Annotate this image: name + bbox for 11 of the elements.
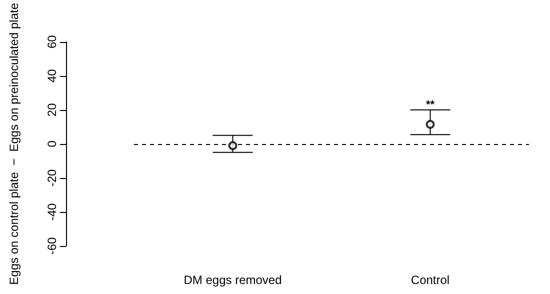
y-tick-label: -20 — [45, 168, 59, 187]
y-tick-label: 60 — [45, 34, 59, 49]
annotation: ** — [426, 98, 436, 111]
x-tick-label: Control — [410, 273, 450, 287]
x-tick-label: DM eggs removed — [184, 273, 282, 287]
y-tick-label: 20 — [45, 102, 59, 117]
y-tick-label: 0 — [45, 140, 59, 148]
y-tick-label: 40 — [45, 68, 59, 83]
y-tick-label: -60 — [45, 237, 59, 255]
y-tick-label: -40 — [45, 202, 59, 221]
y-axis-title: Eggs on control plate − Eggs on preinoculated plate — [7, 2, 21, 285]
